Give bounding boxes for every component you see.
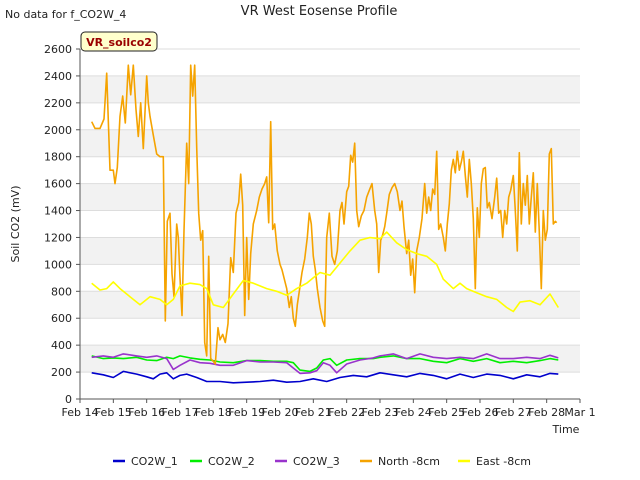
y-axis-label: Soil CO2 (mV) bbox=[9, 186, 22, 263]
y-tick-label: 2200 bbox=[44, 97, 72, 110]
x-axis-label: Time bbox=[552, 423, 580, 436]
series-line-co2w-1 bbox=[91, 370, 559, 384]
legend-item: North -8cm bbox=[360, 455, 440, 468]
legend-label: CO2W_3 bbox=[293, 455, 340, 468]
series-line-east-8cm bbox=[91, 231, 559, 313]
x-tick-label: Feb 25 bbox=[428, 406, 465, 419]
x-tick-label: Feb 24 bbox=[395, 406, 432, 419]
grid-band bbox=[80, 291, 580, 319]
legend-label: CO2W_2 bbox=[208, 455, 255, 468]
series-line-north-8cm bbox=[90, 64, 558, 365]
y-tick-label: 1200 bbox=[44, 231, 72, 244]
grid-band bbox=[80, 75, 580, 103]
grid-band bbox=[80, 129, 580, 157]
legend-label: CO2W_1 bbox=[131, 455, 178, 468]
x-tick-label: Feb 23 bbox=[362, 406, 399, 419]
x-tick-label: Feb 16 bbox=[128, 406, 165, 419]
x-tick-label: Feb 21 bbox=[295, 406, 332, 419]
site-label: VR_soilco2 bbox=[86, 36, 152, 49]
grid-band bbox=[80, 183, 580, 211]
chart-title: VR West Eosense Profile bbox=[241, 4, 398, 19]
legend-item: CO2W_3 bbox=[275, 455, 340, 468]
grid-band bbox=[80, 237, 580, 265]
y-tick-label: 200 bbox=[51, 366, 72, 379]
x-tick-label: Feb 14 bbox=[62, 406, 99, 419]
y-tick-label: 2000 bbox=[44, 124, 72, 137]
y-tick-label: 0 bbox=[65, 393, 72, 406]
y-tick-label: 1400 bbox=[44, 205, 72, 218]
y-tick-label: 2600 bbox=[44, 43, 72, 56]
x-tick-label: Mar 1 bbox=[564, 406, 595, 419]
y-tick-label: 1000 bbox=[44, 258, 72, 271]
legend-item: East -8cm bbox=[458, 455, 531, 468]
axes bbox=[79, 49, 580, 400]
x-tick-label: Feb 28 bbox=[528, 406, 565, 419]
legend-item: CO2W_1 bbox=[113, 455, 178, 468]
legend-item: CO2W_2 bbox=[190, 455, 255, 468]
y-tick-label: 600 bbox=[51, 312, 72, 325]
series-line-co2w-2 bbox=[91, 355, 559, 373]
x-tick-label: Feb 26 bbox=[462, 406, 499, 419]
y-tick-label: 1800 bbox=[44, 151, 72, 164]
series-layer bbox=[90, 64, 559, 384]
tick-labels: 0 200 400 600 800 1000 1200 1400 1600 1800 2000 220… bbox=[44, 43, 596, 419]
nodata-note: No data for f_CO2W_4 bbox=[5, 8, 126, 21]
x-tick-label: Feb 20 bbox=[262, 406, 299, 419]
x-tick-label: Feb 18 bbox=[195, 406, 232, 419]
x-tick-label: Feb 27 bbox=[495, 406, 532, 419]
legend-label: North -8cm bbox=[378, 455, 440, 468]
x-tick-label: Feb 22 bbox=[328, 406, 365, 419]
site-label-box: VR_soilco2 bbox=[80, 31, 158, 52]
x-tick-label: Feb 17 bbox=[162, 406, 199, 419]
y-tick-label: 2400 bbox=[44, 70, 72, 83]
x-tick-label: Feb 19 bbox=[228, 406, 265, 419]
legend-label: East -8cm bbox=[476, 455, 531, 468]
series-line-co2w-3 bbox=[91, 353, 559, 375]
y-tick-label: 1600 bbox=[44, 178, 72, 191]
x-tick-label: Feb 15 bbox=[95, 406, 132, 419]
legend: CO2W_1 CO2W_2 CO2W_3 North -8cm East -8cm bbox=[113, 455, 531, 468]
y-tick-label: 400 bbox=[51, 339, 72, 352]
y-tick-label: 800 bbox=[51, 285, 72, 298]
